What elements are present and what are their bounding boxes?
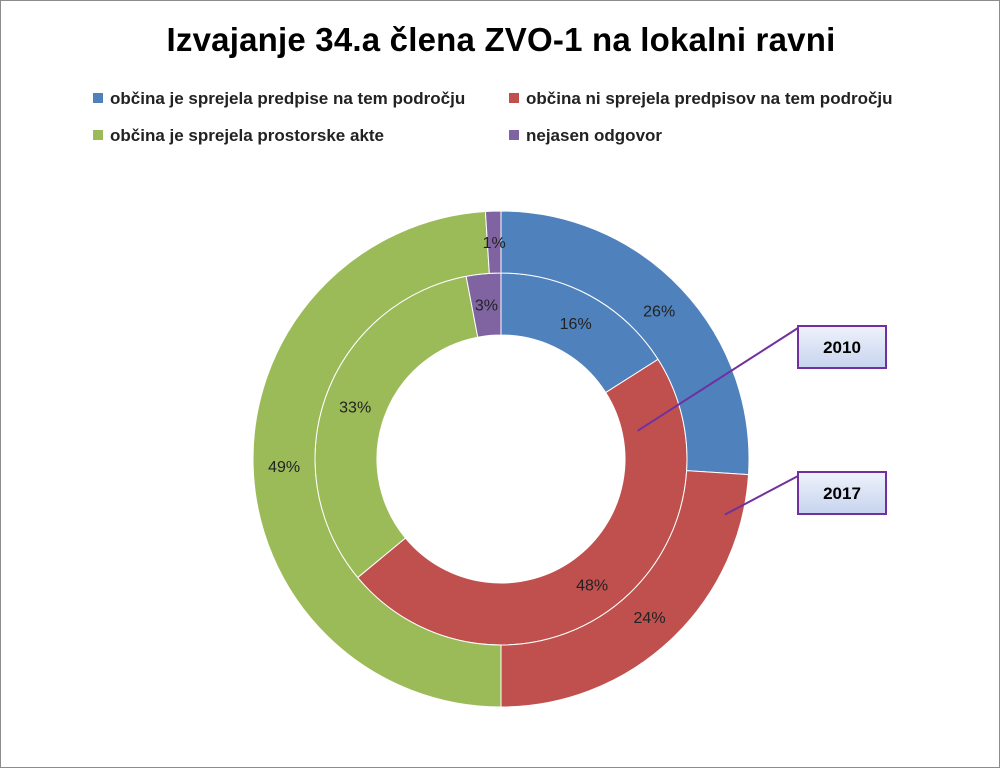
slice-label-2017-2: 49% (268, 459, 300, 476)
legend-label: občina je sprejela prostorske akte (110, 126, 385, 145)
callout-box-2010 (797, 325, 887, 369)
legend-swatch-purple (509, 130, 519, 140)
legend-swatch-green (93, 130, 103, 140)
slice-2017-2 (252, 210, 502, 708)
callout-line-2017 (724, 475, 799, 516)
legend-label: nejasen odgovor (526, 126, 663, 145)
legend-label: občina je sprejela predpise na tem podro… (110, 89, 466, 108)
callout-box-2017 (797, 471, 887, 515)
slice-label-2017-0: 26% (643, 303, 675, 320)
callout-label-2017: 2017 (823, 484, 861, 503)
slice-label-2010-1: 48% (576, 577, 608, 594)
slice-label-2017-3: 1% (483, 235, 506, 252)
slice-label-2010-3: 3% (475, 298, 498, 315)
legend-item-ni-predpisov: občina ni sprejela predpisov na tem podr… (509, 89, 893, 109)
callout-line-2010 (637, 327, 799, 432)
legend-label: občina ni sprejela predpisov na tem podr… (526, 89, 893, 108)
legend-swatch-blue (93, 93, 103, 103)
legend-item-nejasen: nejasen odgovor (509, 126, 662, 146)
slice-label-2010-0: 16% (560, 316, 592, 333)
legend-item-predpise: občina je sprejela predpise na tem podro… (93, 89, 465, 109)
legend-swatch-red (509, 93, 519, 103)
chart-title: Izvajanje 34.a člena ZVO-1 na lokalni ra… (166, 21, 836, 58)
legend-item-prostorske-akte: občina je sprejela prostorske akte (93, 126, 384, 146)
slice-2017-3 (484, 210, 502, 274)
callout-label-2010: 2010 (823, 338, 861, 357)
slice-label-2017-1: 24% (634, 610, 666, 627)
slice-label-2010-2: 33% (339, 399, 371, 416)
